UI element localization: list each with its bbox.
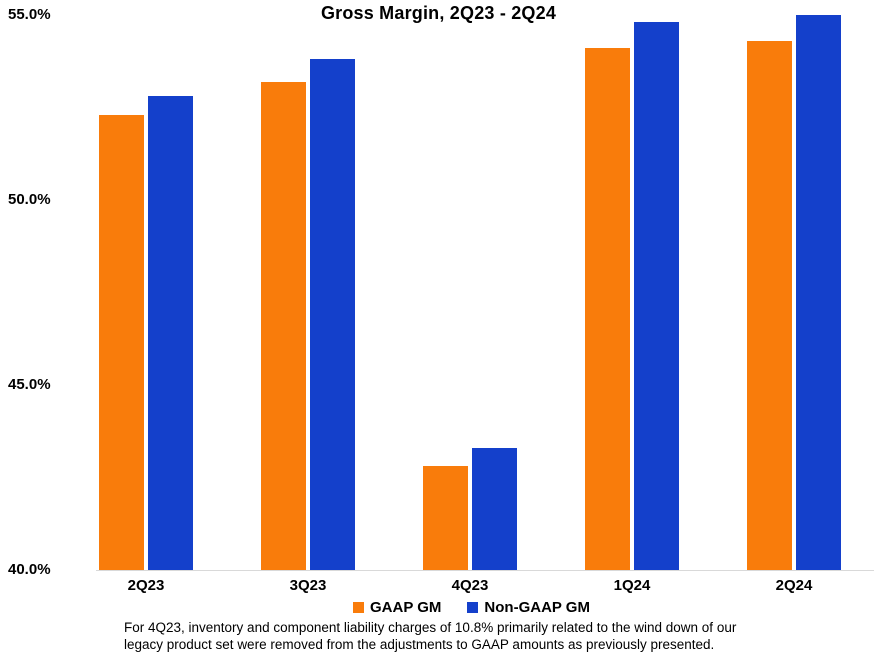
x-label-2q23: 2Q23 [127, 577, 165, 594]
footnote-line-2: legacy product set were removed from the… [124, 636, 715, 652]
bar-non-gaap-gm-3q23 [310, 59, 355, 570]
x-label-2q24: 2Q24 [775, 577, 813, 594]
footnote-line-1: For 4Q23, inventory and component liabil… [124, 620, 737, 635]
bar-gaap-gm-2q23 [99, 114, 144, 570]
x-label-4q23: 4Q23 [451, 577, 489, 594]
legend: GAAP GM Non-GAAP GM [0, 599, 877, 616]
x-label-1q24: 1Q24 [613, 577, 651, 594]
y-tick-55-0: 55.0% [8, 6, 51, 23]
x-axis-line [96, 570, 874, 571]
legend-swatch-non-gaap-gm [467, 602, 479, 613]
bar-non-gaap-gm-2q23 [148, 96, 193, 570]
legend-swatch-gaap-gm [353, 602, 365, 613]
y-tick-45-0: 45.0% [8, 376, 51, 393]
footnote: For 4Q23, inventory and component liabil… [124, 620, 736, 653]
bar-gaap-gm-1q24 [585, 48, 630, 570]
bar-non-gaap-gm-2q24 [796, 15, 841, 570]
legend-item-gaap-gm: GAAP GM [353, 599, 441, 616]
bar-gaap-gm-3q23 [261, 81, 306, 570]
bar-non-gaap-gm-1q24 [634, 22, 679, 570]
y-tick-40-0: 40.0% [8, 561, 51, 578]
y-tick-50-0: 50.0% [8, 191, 51, 208]
legend-label-non-gaap-gm: Non-GAAP GM [484, 599, 590, 616]
legend-item-non-gaap-gm: Non-GAAP GM [467, 599, 590, 616]
bar-non-gaap-gm-4q23 [472, 447, 517, 570]
legend-label-gaap-gm: GAAP GM [370, 599, 442, 616]
x-label-3q23: 3Q23 [289, 577, 327, 594]
bar-gaap-gm-4q23 [423, 466, 468, 570]
bar-gaap-gm-2q24 [747, 40, 792, 570]
chart-title: Gross Margin, 2Q23 - 2Q24 [320, 3, 557, 23]
